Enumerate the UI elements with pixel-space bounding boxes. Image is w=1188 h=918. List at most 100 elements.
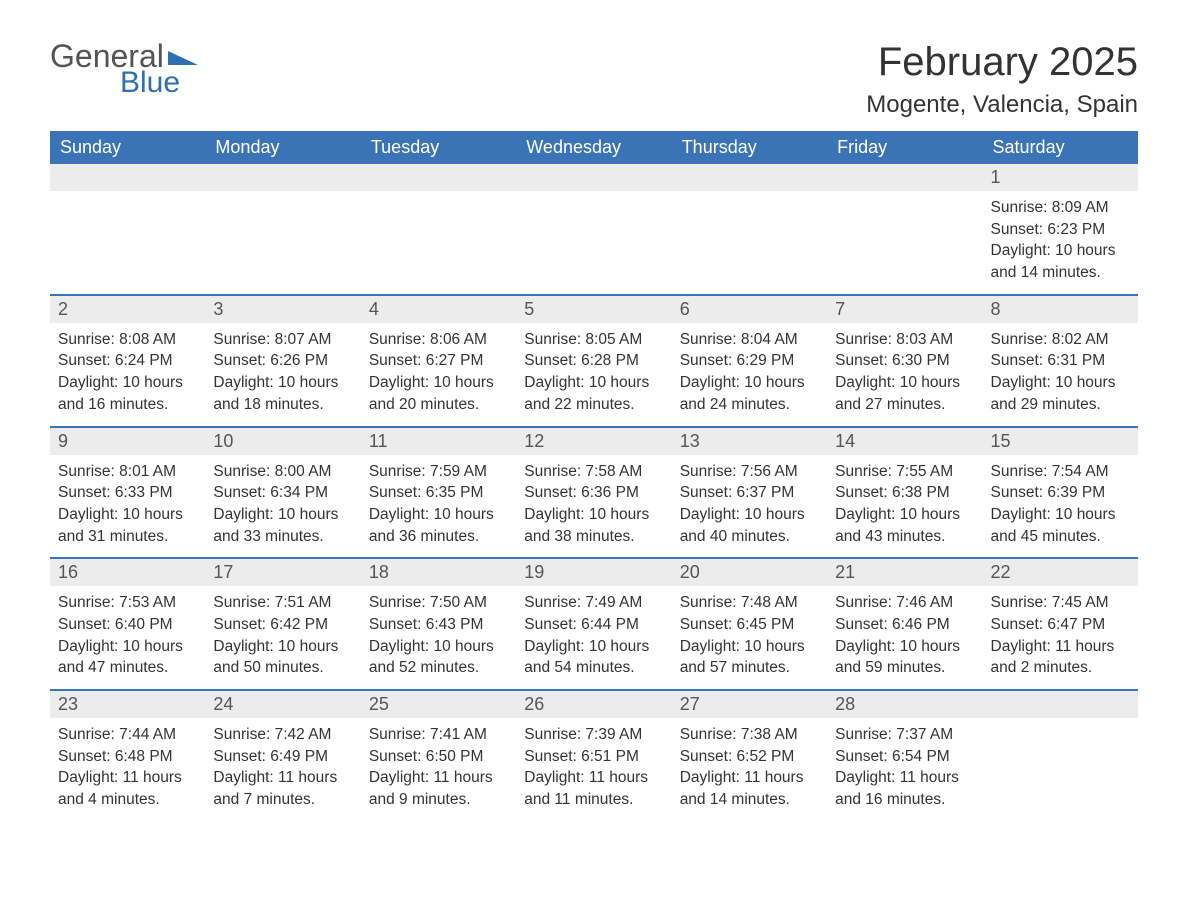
day-content: Sunrise: 7:44 AMSunset: 6:48 PMDaylight:… (50, 718, 205, 821)
empty-day (516, 164, 671, 191)
daylight-line: Daylight: 10 hours and 24 minutes. (680, 374, 805, 413)
calendar-week-row: 16Sunrise: 7:53 AMSunset: 6:40 PMDayligh… (50, 559, 1138, 690)
day-content: Sunrise: 8:09 AMSunset: 6:23 PMDaylight:… (983, 191, 1138, 294)
empty-day (205, 164, 360, 191)
calendar-cell: 23Sunrise: 7:44 AMSunset: 6:48 PMDayligh… (50, 691, 205, 821)
flag-icon (168, 47, 198, 67)
weekday-header: Saturday (983, 131, 1138, 164)
calendar-cell (205, 164, 360, 295)
day-number: 6 (672, 296, 827, 323)
weekday-header: Friday (827, 131, 982, 164)
day-content: Sunrise: 7:55 AMSunset: 6:38 PMDaylight:… (827, 455, 982, 558)
sunrise-line: Sunrise: 7:56 AM (680, 463, 798, 480)
sunrise-line: Sunrise: 7:48 AM (680, 594, 798, 611)
sunrise-line: Sunrise: 7:54 AM (991, 463, 1109, 480)
daylight-line: Daylight: 10 hours and 33 minutes. (213, 506, 338, 545)
daylight-line: Daylight: 10 hours and 54 minutes. (524, 638, 649, 677)
calendar-cell (983, 691, 1138, 821)
calendar-cell: 7Sunrise: 8:03 AMSunset: 6:30 PMDaylight… (827, 296, 982, 427)
day-number: 28 (827, 691, 982, 718)
day-number: 12 (516, 428, 671, 455)
day-number: 10 (205, 428, 360, 455)
calendar-week-row: 9Sunrise: 8:01 AMSunset: 6:33 PMDaylight… (50, 428, 1138, 559)
sunset-line: Sunset: 6:51 PM (524, 748, 639, 765)
sunrise-line: Sunrise: 7:41 AM (369, 726, 487, 743)
weekday-header-row: SundayMondayTuesdayWednesdayThursdayFrid… (50, 131, 1138, 164)
day-content: Sunrise: 8:08 AM Sunset: 6:24 PM Daylight:… (50, 323, 205, 426)
calendar-cell: 4Sunrise: 8:06 AMSunset: 6:27 PMDaylight… (361, 296, 516, 427)
sunset-line: Sunset: 6:27 PM (369, 352, 484, 369)
empty-day (827, 164, 982, 191)
day-content: Sunrise: 7:56 AMSunset: 6:37 PMDaylight:… (672, 455, 827, 558)
logo: General Blue (50, 40, 198, 98)
sunrise-line: Sunrise: 7:46 AM (835, 594, 953, 611)
day-number: 9 (50, 428, 205, 455)
day-content: Sunrise: 7:49 AMSunset: 6:44 PMDaylight:… (516, 586, 671, 689)
sunset-line: Sunset: 6:48 PM (58, 748, 173, 765)
day-content: Sunrise: 7:39 AMSunset: 6:51 PMDaylight:… (516, 718, 671, 821)
weekday-header: Monday (205, 131, 360, 164)
day-content: Sunrise: 8:05 AMSunset: 6:28 PMDaylight:… (516, 323, 671, 426)
calendar-cell: 1Sunrise: 8:09 AMSunset: 6:23 PMDaylight… (983, 164, 1138, 295)
daylight-line: Daylight: 10 hours and 38 minutes. (524, 506, 649, 545)
sunrise-line: Sunrise: 8:02 AM (991, 331, 1109, 348)
daylight-line: Daylight: 10 hours and 22 minutes. (524, 374, 649, 413)
sunrise-line: Sunrise: 8:08 AM (58, 331, 176, 348)
sunset-line: Sunset: 6:38 PM (835, 484, 950, 501)
daylight-line: Daylight: 11 hours and 11 minutes. (524, 769, 648, 808)
day-content: Sunrise: 8:00 AMSunset: 6:34 PMDaylight:… (205, 455, 360, 558)
calendar-cell: 16Sunrise: 7:53 AMSunset: 6:40 PMDayligh… (50, 559, 205, 690)
daylight-line: Daylight: 10 hours and 59 minutes. (835, 638, 960, 677)
day-content: Sunrise: 8:06 AMSunset: 6:27 PMDaylight:… (361, 323, 516, 426)
day-content: Sunrise: 7:59 AM Sunset: 6:35 PM Daylight:… (361, 455, 516, 558)
calendar-table: SundayMondayTuesdayWednesdayThursdayFrid… (50, 131, 1138, 821)
daylight-line: Daylight: 10 hours and 36 minutes. (369, 506, 494, 545)
calendar-cell: 20Sunrise: 7:48 AMSunset: 6:45 PMDayligh… (672, 559, 827, 690)
daylight-line: Daylight: 10 hours and 40 minutes. (680, 506, 805, 545)
sunset-line: Sunset: 6:49 PM (213, 748, 328, 765)
day-number: 2 (50, 296, 205, 323)
calendar-cell: 18Sunrise: 7:50 AMSunset: 6:43 PMDayligh… (361, 559, 516, 690)
sunset-line: Sunset: 6:50 PM (369, 748, 484, 765)
day-content: Sunrise: 7:45 AMSunset: 6:47 PMDaylight:… (983, 586, 1138, 689)
daylight-line: Daylight: 10 hours and 16 minutes. (58, 374, 183, 413)
calendar-week-row: 1Sunrise: 8:09 AMSunset: 6:23 PMDaylight… (50, 164, 1138, 295)
sunrise-line: Sunrise: 8:09 AM (991, 199, 1109, 216)
day-number: 21 (827, 559, 982, 586)
calendar-cell: 28Sunrise: 7:37 AMSunset: 6:54 PMDayligh… (827, 691, 982, 821)
daylight-line: Daylight: 11 hours and 4 minutes. (58, 769, 182, 808)
day-content: Sunrise: 7:46 AMSunset: 6:46 PMDaylight:… (827, 586, 982, 689)
daylight-line: Daylight: 11 hours and 7 minutes. (213, 769, 337, 808)
day-content: Sunrise: 8:01 AMSunset: 6:33 PMDaylight:… (50, 455, 205, 558)
sunrise-line: Sunrise: 8:03 AM (835, 331, 953, 348)
sunset-line: Sunset: 6:45 PM (680, 616, 795, 633)
sunrise-line: Sunrise: 7:59 AM (369, 463, 487, 480)
day-content: Sunrise: 8:07 AMSunset: 6:26 PMDaylight:… (205, 323, 360, 426)
day-number: 26 (516, 691, 671, 718)
empty-day (50, 164, 205, 191)
day-number: 25 (361, 691, 516, 718)
sunrise-line: Sunrise: 7:37 AM (835, 726, 953, 743)
calendar-cell (827, 164, 982, 295)
daylight-line: Daylight: 10 hours and 57 minutes. (680, 638, 805, 677)
sunset-line: Sunset: 6:24 PM (58, 352, 173, 369)
sunset-line: Sunset: 6:52 PM (680, 748, 795, 765)
sunset-line: Sunset: 6:54 PM (835, 748, 950, 765)
location: Mogente, Valencia, Spain (866, 91, 1138, 119)
day-number: 19 (516, 559, 671, 586)
sunset-line: Sunset: 6:28 PM (524, 352, 639, 369)
daylight-line: Daylight: 10 hours and 50 minutes. (213, 638, 338, 677)
sunset-line: Sunset: 6:44 PM (524, 616, 639, 633)
calendar-cell: 10Sunrise: 8:00 AMSunset: 6:34 PMDayligh… (205, 428, 360, 559)
sunset-line: Sunset: 6:35 PM (369, 484, 484, 501)
sunrise-line: Sunrise: 7:53 AM (58, 594, 176, 611)
day-number: 17 (205, 559, 360, 586)
day-content: Sunrise: 7:53 AMSunset: 6:40 PMDaylight:… (50, 586, 205, 689)
sunset-line: Sunset: 6:23 PM (991, 221, 1106, 238)
sunrise-line: Sunrise: 7:50 AM (369, 594, 487, 611)
day-number: 13 (672, 428, 827, 455)
sunrise-line: Sunrise: 7:51 AM (213, 594, 331, 611)
calendar-cell: 6Sunrise: 8:04 AMSunset: 6:29 PMDaylight… (672, 296, 827, 427)
day-number: 3 (205, 296, 360, 323)
sunrise-line: Sunrise: 7:55 AM (835, 463, 953, 480)
